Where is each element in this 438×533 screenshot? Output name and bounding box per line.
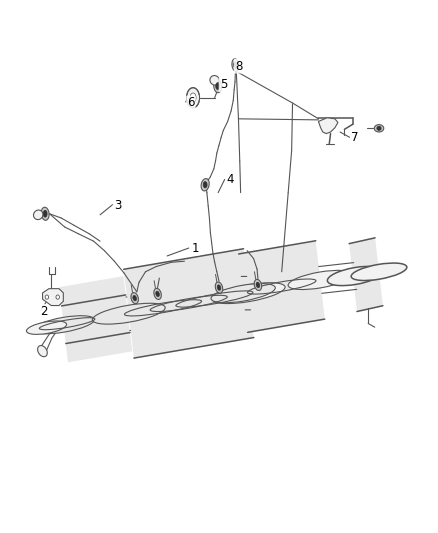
Ellipse shape	[26, 321, 67, 334]
Ellipse shape	[256, 282, 260, 288]
Polygon shape	[42, 289, 64, 305]
Ellipse shape	[327, 266, 383, 286]
Ellipse shape	[41, 207, 49, 220]
Ellipse shape	[217, 285, 221, 290]
Text: 1: 1	[191, 241, 199, 255]
Ellipse shape	[233, 62, 237, 68]
Ellipse shape	[288, 270, 353, 289]
Text: 4: 4	[226, 173, 233, 186]
Text: 6: 6	[187, 96, 194, 109]
Ellipse shape	[215, 282, 223, 293]
Ellipse shape	[211, 284, 276, 303]
Ellipse shape	[210, 76, 219, 85]
Ellipse shape	[377, 126, 381, 131]
Ellipse shape	[187, 88, 200, 108]
Ellipse shape	[97, 305, 159, 323]
Ellipse shape	[203, 182, 207, 188]
Ellipse shape	[232, 59, 239, 71]
Polygon shape	[59, 276, 132, 362]
Ellipse shape	[374, 125, 384, 132]
Ellipse shape	[133, 295, 137, 301]
Polygon shape	[349, 238, 383, 311]
Polygon shape	[239, 241, 325, 332]
Ellipse shape	[254, 279, 261, 290]
Ellipse shape	[33, 316, 95, 334]
Ellipse shape	[131, 293, 138, 304]
Polygon shape	[124, 249, 254, 358]
Ellipse shape	[43, 211, 47, 217]
Ellipse shape	[351, 263, 407, 280]
Ellipse shape	[216, 83, 219, 90]
Ellipse shape	[156, 291, 159, 297]
Ellipse shape	[56, 295, 60, 299]
Ellipse shape	[190, 93, 196, 102]
Ellipse shape	[45, 295, 49, 299]
Ellipse shape	[92, 303, 165, 324]
Text: 2: 2	[40, 305, 48, 318]
Ellipse shape	[212, 282, 285, 304]
Ellipse shape	[214, 79, 222, 93]
Text: 7: 7	[351, 131, 359, 144]
Polygon shape	[318, 118, 338, 134]
Ellipse shape	[201, 179, 209, 191]
Ellipse shape	[38, 345, 47, 357]
Text: 8: 8	[235, 60, 242, 72]
Text: 3: 3	[114, 199, 121, 212]
Ellipse shape	[154, 288, 161, 300]
Ellipse shape	[33, 210, 43, 220]
Text: 5: 5	[219, 78, 227, 91]
